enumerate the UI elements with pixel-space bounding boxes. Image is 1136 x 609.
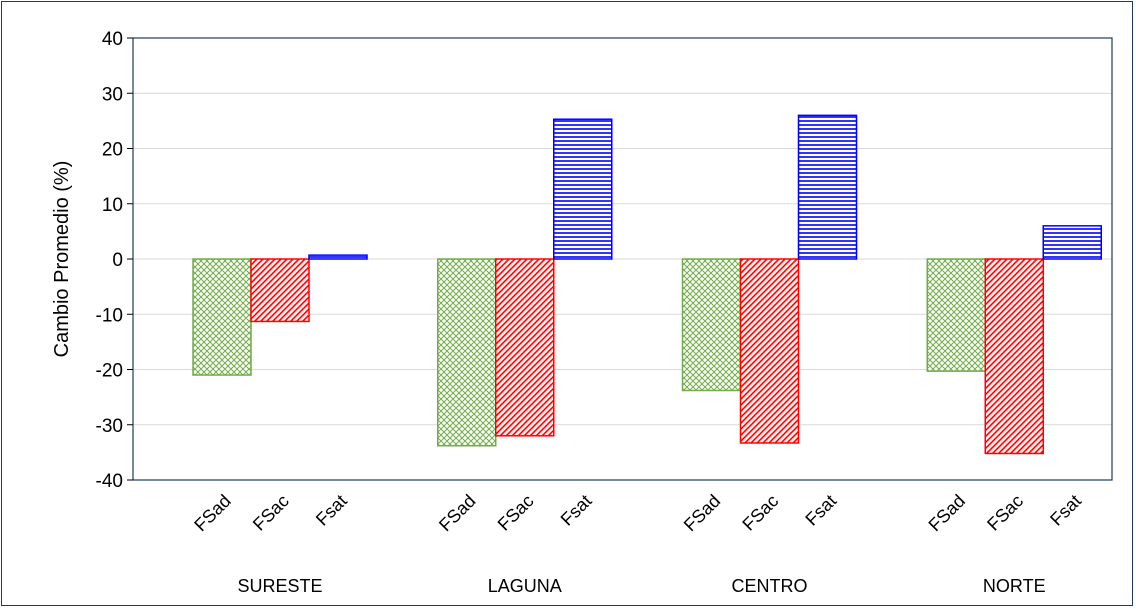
bar-sureste-fsac <box>250 258 310 323</box>
x-category-label: FSad <box>190 491 235 536</box>
group-label-norte: NORTE <box>983 576 1046 596</box>
x-category-label: Fsat <box>801 491 840 530</box>
group-label-centro: CENTRO <box>732 576 808 596</box>
y-tick-label: 0 <box>112 250 123 271</box>
x-axis-labels: FSad FSac Fsat FSad FSac Fsat FSad FSac Fsat FSad… <box>190 491 1085 536</box>
group-label-laguna: LAGUNA <box>488 576 562 596</box>
group-labels: SURESTE LAGUNA CENTRO NORTE <box>237 576 1045 596</box>
bar-laguna-fsad <box>437 258 497 447</box>
y-tick-label: 40 <box>102 29 123 50</box>
x-category-label: FSac <box>738 491 782 535</box>
bar-centro-fsad <box>681 258 742 392</box>
y-tick-label: 20 <box>102 140 123 161</box>
x-category-label: FSac <box>494 491 538 535</box>
y-tick-label: -30 <box>96 416 123 437</box>
group-label-sureste: SURESTE <box>237 576 322 596</box>
x-category-label: FSad <box>680 491 725 536</box>
x-category-label: FSac <box>983 491 1027 535</box>
x-category-label: FSad <box>435 491 480 536</box>
x-category-label: Fsat <box>312 491 351 530</box>
bar-norte-fsat <box>1042 225 1102 260</box>
x-category-label: Fsat <box>557 491 596 530</box>
bar-centro-fsac <box>739 258 800 444</box>
y-tick-label: -20 <box>96 361 123 382</box>
bar-laguna-fsac <box>495 258 555 437</box>
bar-centro-fsat <box>797 114 858 260</box>
x-category-label: Fsat <box>1046 491 1085 530</box>
y-tick-label: -40 <box>96 471 123 492</box>
bar-norte-fsad <box>926 258 986 372</box>
bars <box>192 114 1102 455</box>
y-tick-label: 10 <box>102 195 123 216</box>
x-category-label: FSad <box>925 491 970 536</box>
y-tick-label: 30 <box>102 84 123 105</box>
x-category-label: FSac <box>249 491 293 535</box>
y-axis-title: Cambio Promedio (%) <box>51 161 73 358</box>
y-tick-label: -10 <box>96 305 123 326</box>
bar-sureste-fsad <box>192 258 252 376</box>
bar-norte-fsac <box>984 258 1044 455</box>
bar-sureste-fsat <box>308 254 368 260</box>
y-axis-ticks: 40 30 20 10 0 -10 -20 -30 -40 <box>96 29 133 492</box>
bar-laguna-fsat <box>553 118 613 260</box>
